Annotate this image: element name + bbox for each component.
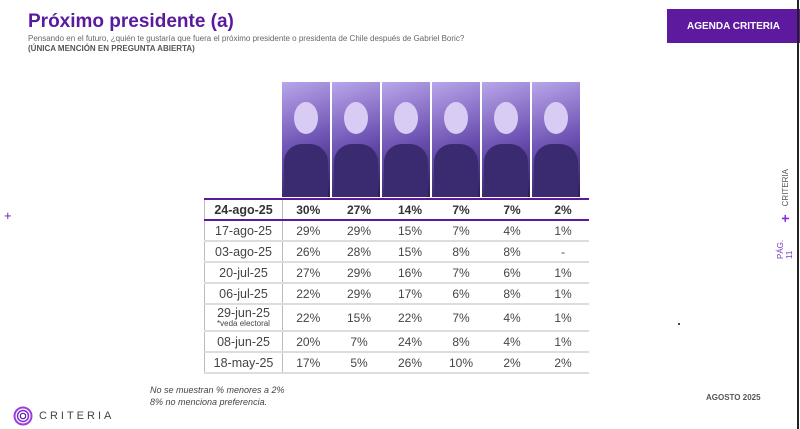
value-cell: 24% (384, 331, 436, 353)
date-cell: 18-may-25 (204, 352, 283, 374)
date-cell: 17-ago-25 (204, 220, 283, 242)
candidate-photo (432, 82, 480, 197)
value-cell: 29% (333, 262, 385, 284)
candidate-photo (382, 82, 430, 197)
date-text: 08-jun-25 (217, 334, 270, 349)
date-label: AGOSTO 2025 (706, 393, 761, 402)
table-row: 17-ago-25 29% 29% 15% 7% 4% 1% (204, 220, 589, 242)
value-cell: 2% (537, 198, 589, 221)
value-cell: 15% (333, 304, 385, 332)
table-row: 03-ago-25 26% 28% 15% 8% 8% - (204, 241, 589, 263)
value-cell: 15% (384, 220, 436, 242)
date-cell: 03-ago-25 (204, 241, 283, 263)
criteria-logo: CRITERIA (13, 406, 114, 426)
side-label: PÁG. 11 + CRITERIA (776, 169, 794, 259)
value-cell: 7% (486, 198, 538, 221)
value-cell: 2% (537, 352, 589, 374)
value-cell: 4% (486, 331, 538, 353)
value-cell: 26% (384, 352, 436, 374)
value-cell: 1% (537, 283, 589, 305)
value-cell: 6% (435, 283, 487, 305)
date-cell: 06-jul-25 (204, 283, 283, 305)
value-cell: 20% (282, 331, 334, 353)
value-cell: 26% (282, 241, 334, 263)
side-brand: CRITERIA (780, 169, 790, 207)
candidate-photo (282, 82, 330, 197)
value-cell: 22% (282, 283, 334, 305)
value-cell: 7% (435, 262, 487, 284)
date-text: 17-ago-25 (215, 223, 272, 238)
plus-icon: + (4, 208, 12, 223)
date-cell: 20-jul-25 (204, 262, 283, 284)
date-text: 03-ago-25 (215, 244, 272, 259)
logo-text: CRITERIA (39, 410, 115, 422)
question-note: (ÚNICA MENCIÓN EN PREGUNTA ABIERTA) (28, 44, 195, 53)
value-cell: 28% (333, 241, 385, 263)
value-cell: 27% (333, 198, 385, 221)
page-number: PÁG. 11 (776, 239, 794, 259)
right-divider (797, 0, 799, 429)
date-text: 06-jul-25 (219, 286, 268, 301)
table-row: 20-jul-25 27% 29% 16% 7% 6% 1% (204, 262, 589, 284)
value-cell: 30% (282, 198, 334, 221)
footnote: 8% no menciona preferencia. (150, 397, 268, 407)
value-cell: 2% (486, 352, 538, 374)
value-cell: 7% (435, 304, 487, 332)
value-cell: 1% (537, 331, 589, 353)
value-cell: 5% (333, 352, 385, 374)
date-text: 18-may-25 (213, 355, 274, 370)
value-cell: 1% (537, 220, 589, 242)
value-cell: 14% (384, 198, 436, 221)
value-cell: 27% (282, 262, 334, 284)
value-cell: 15% (384, 241, 436, 263)
value-cell: 7% (435, 220, 487, 242)
value-cell: 22% (384, 304, 436, 332)
value-cell: 17% (282, 352, 334, 374)
date-cell: 24-ago-25 (204, 198, 283, 221)
value-cell: 7% (333, 331, 385, 353)
value-cell: 29% (333, 283, 385, 305)
candidate-photo (482, 82, 530, 197)
date-text: 24-ago-25 (214, 202, 273, 217)
value-cell: 22% (282, 304, 334, 332)
value-cell: 29% (282, 220, 334, 242)
table-row: 06-jul-25 22% 29% 17% 6% 8% 1% (204, 283, 589, 305)
value-cell: 10% (435, 352, 487, 374)
value-cell: 8% (486, 283, 538, 305)
value-cell: 17% (384, 283, 436, 305)
candidate-photo (532, 82, 580, 197)
value-cell: 1% (537, 304, 589, 332)
table-row: 24-ago-25 30% 27% 14% 7% 7% 2% (204, 198, 589, 221)
table-row: 29-jun-25 *veda electoral 22% 15% 22% 7% 4% 1% (204, 304, 589, 332)
table-row: 18-may-25 17% 5% 26% 10% 2% 2% (204, 352, 589, 374)
criteria-logo-icon (13, 406, 33, 426)
date-cell: 29-jun-25 *veda electoral (204, 304, 283, 332)
date-cell: 08-jun-25 (204, 331, 283, 353)
footnotes: No se muestran % menores a 2% 8% no menc… (150, 384, 285, 408)
page-title: Próximo presidente (a) (28, 11, 234, 32)
poll-table: 24-ago-25 30% 27% 14% 7% 7% 2% 17-ago-25 29% 29% 1… (204, 198, 589, 374)
date-text: 29-jun-25 (217, 305, 270, 320)
value-cell: 6% (486, 262, 538, 284)
value-cell: 7% (435, 198, 487, 221)
date-note: *veda electoral (217, 318, 270, 328)
value-cell: 8% (435, 241, 487, 263)
date-text: 20-jul-25 (219, 265, 268, 280)
dot-mark (678, 323, 680, 325)
value-cell: 1% (537, 262, 589, 284)
question-text: Pensando en el futuro, ¿quién te gustarí… (28, 34, 465, 43)
table-row: 08-jun-25 20% 7% 24% 8% 4% 1% (204, 331, 589, 353)
value-cell: 4% (486, 220, 538, 242)
agenda-criteria-badge: AGENDA CRITERIA (667, 9, 800, 43)
candidate-photos (282, 82, 580, 197)
value-cell: 4% (486, 304, 538, 332)
footnote: No se muestran % menores a 2% (150, 385, 285, 395)
value-cell: 29% (333, 220, 385, 242)
candidate-photo (332, 82, 380, 197)
value-cell: 16% (384, 262, 436, 284)
plus-icon: + (777, 214, 793, 223)
value-cell: 8% (435, 331, 487, 353)
value-cell: - (537, 241, 589, 263)
value-cell: 8% (486, 241, 538, 263)
